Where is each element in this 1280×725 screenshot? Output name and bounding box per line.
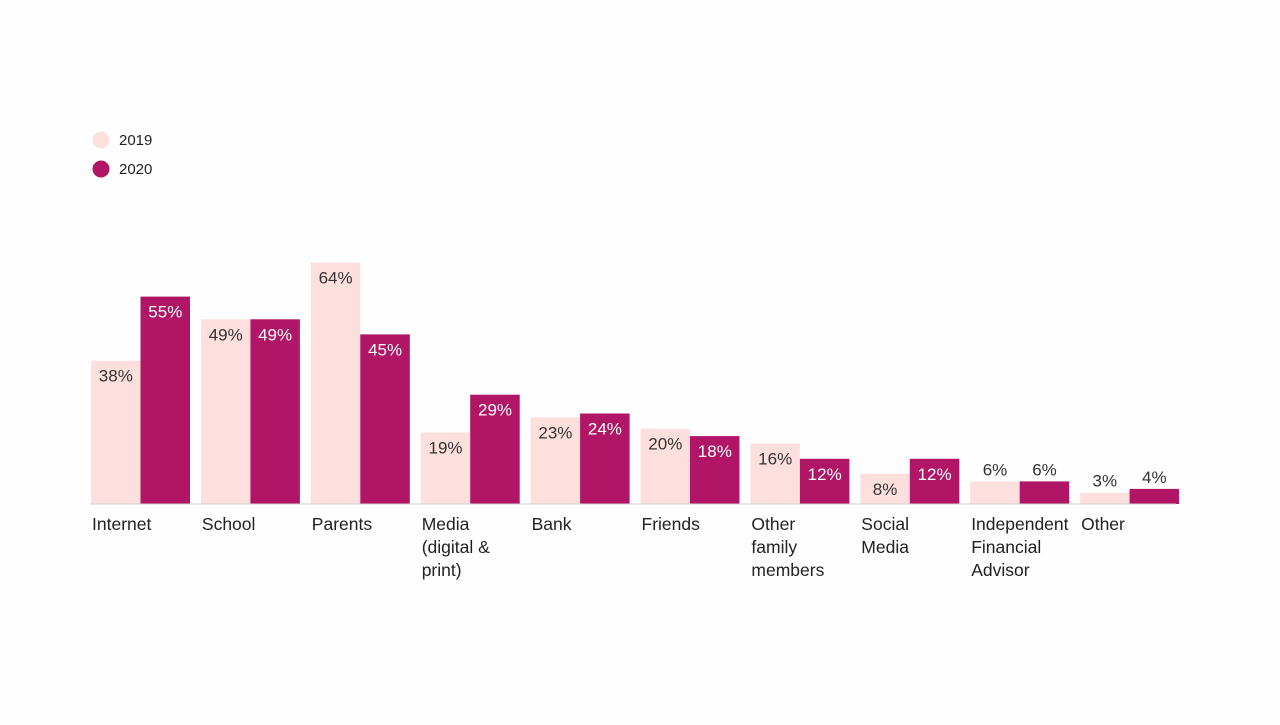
legend-swatch-1 xyxy=(92,160,110,178)
bar-2019-9 xyxy=(1080,492,1130,504)
legend-swatch-0 xyxy=(92,131,110,149)
x-tick-label-3: Media (digital & print) xyxy=(422,514,490,580)
x-tick-label-line: Advisor xyxy=(971,560,1030,580)
value-label-2019-9: 3% xyxy=(1093,472,1118,491)
x-tick-label-line: Internet xyxy=(92,514,151,534)
x-tick-label-7: Social Media xyxy=(861,514,909,557)
bar-2019-6 xyxy=(750,443,800,504)
x-tick-label-line: Other xyxy=(751,514,795,534)
bar-2020-4 xyxy=(580,413,630,504)
value-label-2020-1: 49% xyxy=(258,325,292,344)
x-axis-labels: Internet School Parents Media (digital & prin… xyxy=(92,514,1125,580)
value-label-2020-5: 18% xyxy=(698,442,732,461)
x-tick-label-line: (digital & xyxy=(422,537,490,557)
x-tick-label-line: Social xyxy=(861,514,909,534)
x-tick-label-4: Bank xyxy=(532,514,572,534)
value-label-2019-2: 64% xyxy=(319,269,353,288)
value-label-2019-7: 8% xyxy=(873,480,898,499)
x-tick-label-5: Friends xyxy=(642,514,701,534)
bar-2020-9 xyxy=(1129,488,1180,504)
x-tick-label-line: Financial xyxy=(971,537,1041,557)
value-label-2019-3: 19% xyxy=(428,438,462,457)
value-label-2019-1: 49% xyxy=(209,325,243,344)
bar-2020-3 xyxy=(470,394,520,504)
x-tick-label-6: Other family members xyxy=(751,514,824,580)
value-label-2020-4: 24% xyxy=(588,420,622,439)
x-tick-label-8: Independent Financial Advisor xyxy=(971,514,1068,580)
bar-2019-1 xyxy=(200,319,251,504)
value-label-2020-8: 6% xyxy=(1032,460,1057,479)
legend-label-0: 2019 xyxy=(119,132,152,149)
value-label-2019-6: 16% xyxy=(758,450,792,469)
bar-2019-3 xyxy=(420,432,471,504)
bar-2020-1 xyxy=(250,319,300,504)
bar-2020-8 xyxy=(1019,481,1070,504)
value-label-2020-6: 12% xyxy=(808,465,842,484)
x-tick-label-line: Other xyxy=(1081,514,1125,534)
bar-2019-2 xyxy=(310,262,361,504)
value-label-2019-4: 23% xyxy=(538,423,572,442)
x-tick-label-line: School xyxy=(202,514,256,534)
x-tick-label-line: print) xyxy=(422,560,462,580)
x-tick-label-9: Other xyxy=(1081,514,1125,534)
x-tick-label-line: Independent xyxy=(971,514,1068,534)
bar-2020-7 xyxy=(909,458,960,504)
x-tick-label-2: Parents xyxy=(312,514,373,534)
legend: 2019 2020 xyxy=(92,131,152,178)
value-label-2019-5: 20% xyxy=(648,435,682,454)
x-tick-label-line: Media xyxy=(422,514,470,534)
x-tick-label-line: Parents xyxy=(312,514,373,534)
bar-2019-5 xyxy=(640,428,690,504)
x-tick-label-line: Media xyxy=(861,537,909,557)
bar-2019-8 xyxy=(970,481,1020,504)
x-tick-label-line: family xyxy=(751,537,797,557)
bar-2019-0 xyxy=(91,360,141,504)
value-label-2020-2: 45% xyxy=(368,340,402,359)
bar-2020-2 xyxy=(360,334,410,505)
value-label-2020-0: 55% xyxy=(148,303,182,322)
legend-label-1: 2020 xyxy=(119,161,152,178)
bar-2020-5 xyxy=(690,436,740,504)
x-tick-label-line: members xyxy=(751,560,824,580)
bar-2020-6 xyxy=(799,458,850,504)
value-label-2019-8: 6% xyxy=(983,460,1008,479)
bars xyxy=(91,262,1180,505)
bar-2020-0 xyxy=(140,296,190,504)
x-tick-label-line: Bank xyxy=(532,514,572,534)
x-tick-label-0: Internet xyxy=(92,514,151,534)
value-label-2020-3: 29% xyxy=(478,401,512,420)
bar-2019-4 xyxy=(530,417,581,504)
x-tick-label-line: Friends xyxy=(642,514,701,534)
value-label-2019-0: 38% xyxy=(99,367,133,386)
value-label-2020-9: 4% xyxy=(1142,468,1167,487)
x-tick-label-1: School xyxy=(202,514,256,534)
value-labels: 38% 55% 49% 49% 64% 45% 19% 29% 23% 24% 20% 18% 16% 1… xyxy=(99,269,1167,499)
bar-2019-7 xyxy=(860,473,910,504)
value-label-2020-7: 12% xyxy=(918,465,952,484)
